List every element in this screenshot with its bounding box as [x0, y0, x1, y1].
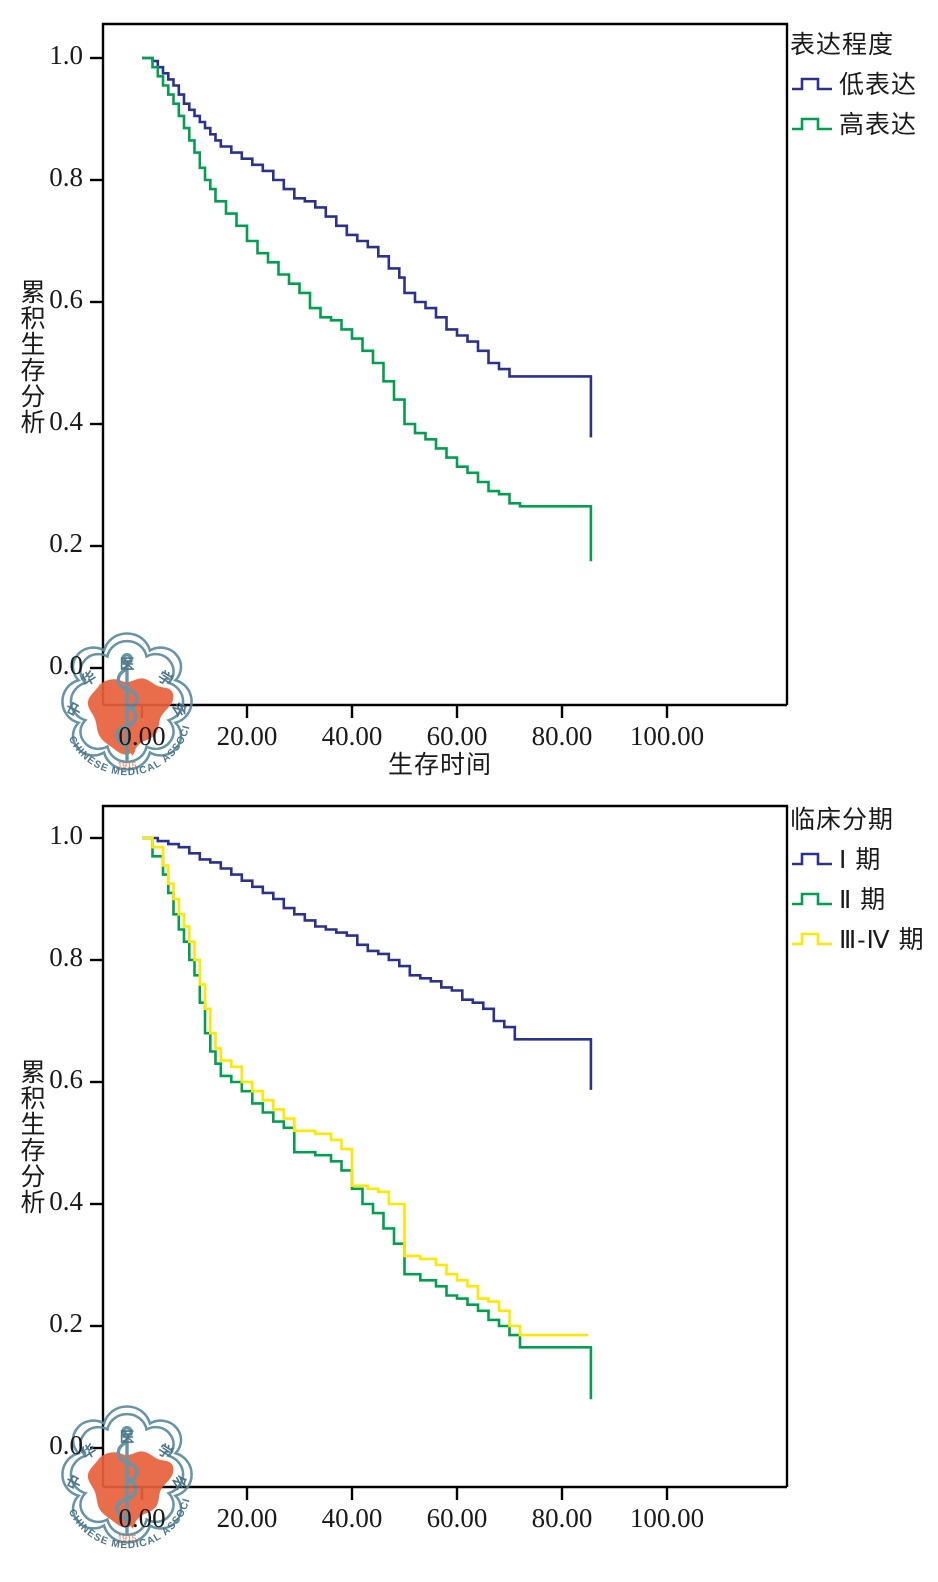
x-axis-tick-label: 0.00	[118, 721, 166, 751]
plot-area-panel-2	[90, 804, 789, 1500]
y-axis-tick-label: 0.8	[49, 942, 83, 972]
x-axis-title-panel-1: 生存时间	[388, 751, 493, 779]
y-axis-tick-label: 0.0	[49, 1430, 83, 1460]
y-axis-title-char: 存	[20, 357, 46, 385]
legend-label-stage-1: Ⅰ 期	[839, 846, 882, 874]
survival-curve-2	[142, 836, 593, 1400]
survival-curve-1	[142, 56, 593, 438]
y-axis-tick-label: 0.8	[49, 162, 83, 192]
y-axis-tick-label: 1.0	[49, 40, 83, 70]
x-axis-tick-label: 80.00	[531, 1503, 593, 1533]
legend-step-symbol-icon	[792, 117, 832, 131]
y-axis-title-panel-2: 累积生存分析	[18, 1060, 48, 1216]
x-axis-tick-label: 80.00	[531, 721, 593, 751]
survival-chart-panel-stage: 累积生存分析 临床分期 Ⅰ 期 Ⅱ 期 Ⅲ-Ⅳ 期	[0, 790, 938, 1582]
x-axis-tick-label: 20.00	[216, 1503, 278, 1533]
y-axis-title-char: 累	[20, 279, 46, 307]
y-axis-title-char: 析	[20, 409, 46, 437]
x-axis-tick-label: 100.00	[629, 1503, 705, 1533]
y-axis-title-char: 分	[20, 1163, 46, 1191]
y-axis-title-char: 积	[20, 1085, 46, 1113]
legend-panel-2: 临床分期 Ⅰ 期 Ⅱ 期 Ⅲ-Ⅳ 期	[790, 800, 925, 956]
y-axis-tick-label: 0.6	[49, 1064, 83, 1094]
legend-step-symbol-icon	[792, 77, 832, 91]
y-axis-title-panel-1: 累积生存分析	[18, 280, 48, 436]
legend-step-symbol-icon	[792, 852, 832, 866]
legend-title-panel-2: 临床分期	[790, 806, 895, 834]
legend-label-high-expression: 高表达	[839, 111, 918, 139]
legend-label-stage-3-4: Ⅲ-Ⅳ 期	[839, 926, 925, 954]
x-axis-tick-label: 20.00	[216, 721, 278, 751]
x-axis-tick-label: 60.00	[426, 721, 488, 751]
legend-label-low-expression: 低表达	[839, 71, 918, 99]
survival-curve-1	[142, 836, 593, 1090]
y-axis-title-char: 析	[20, 1189, 46, 1217]
y-axis-title-char: 分	[20, 383, 46, 411]
y-axis-title-char: 积	[20, 305, 46, 333]
y-axis-title-char: 存	[20, 1137, 46, 1165]
y-axis-tick-label: 0.4	[49, 406, 83, 436]
legend-step-symbol-icon	[792, 892, 832, 906]
x-axis-tick-label: 60.00	[426, 1503, 488, 1533]
y-axis-title-char: 累	[20, 1059, 46, 1087]
survival-chart-panel-expression: 累积生存分析 生存时间 表达程度 低表达 高表达	[0, 0, 938, 790]
legend-item-stage-1[interactable]: Ⅰ 期	[790, 840, 925, 876]
x-axis-tick-label: 0.00	[118, 1503, 166, 1533]
legend-item-high-expression[interactable]: 高表达	[790, 105, 917, 141]
legend-item-stage-3-4[interactable]: Ⅲ-Ⅳ 期	[790, 920, 925, 956]
x-axis-tick-label: 40.00	[321, 721, 383, 751]
y-axis-tick-label: 1.0	[49, 820, 83, 850]
x-axis-tick-label: 100.00	[629, 721, 705, 751]
legend-step-symbol-icon	[792, 932, 832, 946]
plot-area-panel-1	[90, 22, 789, 718]
legend-panel-1: 表达程度 低表达 高表达	[790, 25, 917, 141]
legend-item-low-expression[interactable]: 低表达	[790, 65, 917, 101]
survival-curve-2	[142, 56, 593, 562]
legend-item-stage-2[interactable]: Ⅱ 期	[790, 880, 925, 916]
legend-label-stage-2: Ⅱ 期	[839, 886, 887, 914]
legend-title-panel-1: 表达程度	[790, 31, 895, 59]
y-axis-tick-label: 0.2	[49, 1308, 83, 1338]
y-axis-tick-label: 0.2	[49, 528, 83, 558]
y-axis-tick-label: 0.4	[49, 1186, 83, 1216]
x-axis-tick-label: 40.00	[321, 1503, 383, 1533]
y-axis-tick-label: 0.0	[49, 650, 83, 680]
y-axis-title-char: 生	[20, 331, 46, 359]
y-axis-title-char: 生	[20, 1111, 46, 1139]
survival-curve-3	[142, 836, 589, 1337]
y-axis-tick-label: 0.6	[49, 284, 83, 314]
